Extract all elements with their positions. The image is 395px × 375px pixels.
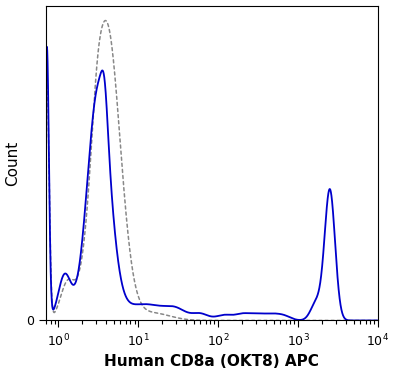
X-axis label: Human CD8a (OKT8) APC: Human CD8a (OKT8) APC [105, 354, 320, 369]
Y-axis label: Count: Count [6, 140, 21, 186]
